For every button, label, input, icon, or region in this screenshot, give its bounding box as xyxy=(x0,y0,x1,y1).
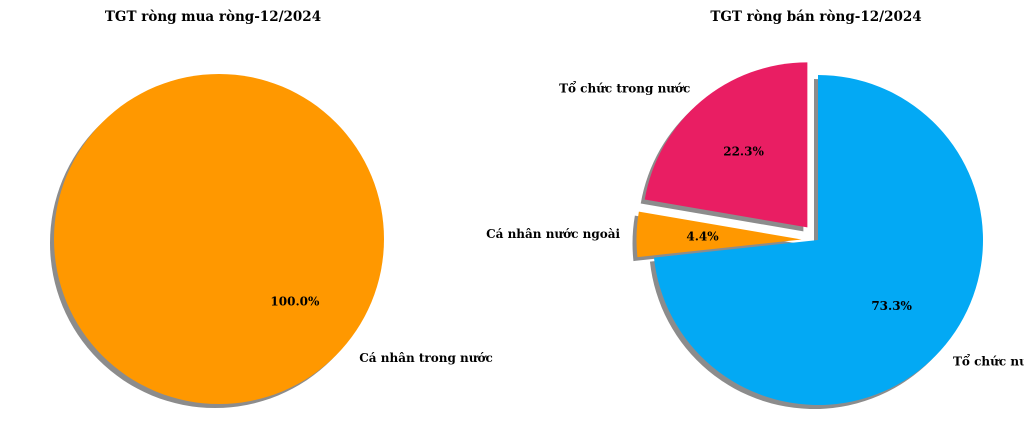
right-slice-ca-nhan-nuoc-ngoai xyxy=(636,211,802,258)
right-category-label-to-chuc-trong-nuoc: Tổ chức trong nước xyxy=(559,81,690,96)
right-pie: 22.3% Tổ chức trong nước 4.4% Cá nhân nước … xyxy=(486,62,1024,409)
left-category-label-ca-nhan-trong-nuoc: Cá nhân trong nước xyxy=(359,351,493,365)
left-pct-label-ca-nhan-trong-nuoc: 100.0% xyxy=(270,295,320,309)
right-category-label-to-chuc-nuoc-ngoai: Tổ chức nước ngoài xyxy=(953,353,1024,368)
left-slice-ca-nhan-trong-nuoc xyxy=(54,74,384,404)
right-category-label-ca-nhan-nuoc-ngoai: Cá nhân nước ngoài xyxy=(486,227,620,241)
right-chart-title: TGT ròng bán ròng-12/2024 xyxy=(710,9,921,25)
right-pct-label-to-chuc-trong-nuoc: 22.3% xyxy=(723,145,764,159)
right-slice-to-chuc-nuoc-ngoai xyxy=(653,75,984,405)
right-pct-label-ca-nhan-nuoc-ngoai: 4.4% xyxy=(686,229,719,243)
right-pct-label-to-chuc-nuoc-ngoai: 73.3% xyxy=(871,299,912,313)
left-pie: 100.0% Cá nhân trong nước xyxy=(50,74,493,408)
right-slice-to-chuc-trong-nuoc xyxy=(644,62,808,228)
left-chart-title: TGT ròng mua ròng-12/2024 xyxy=(105,9,321,25)
